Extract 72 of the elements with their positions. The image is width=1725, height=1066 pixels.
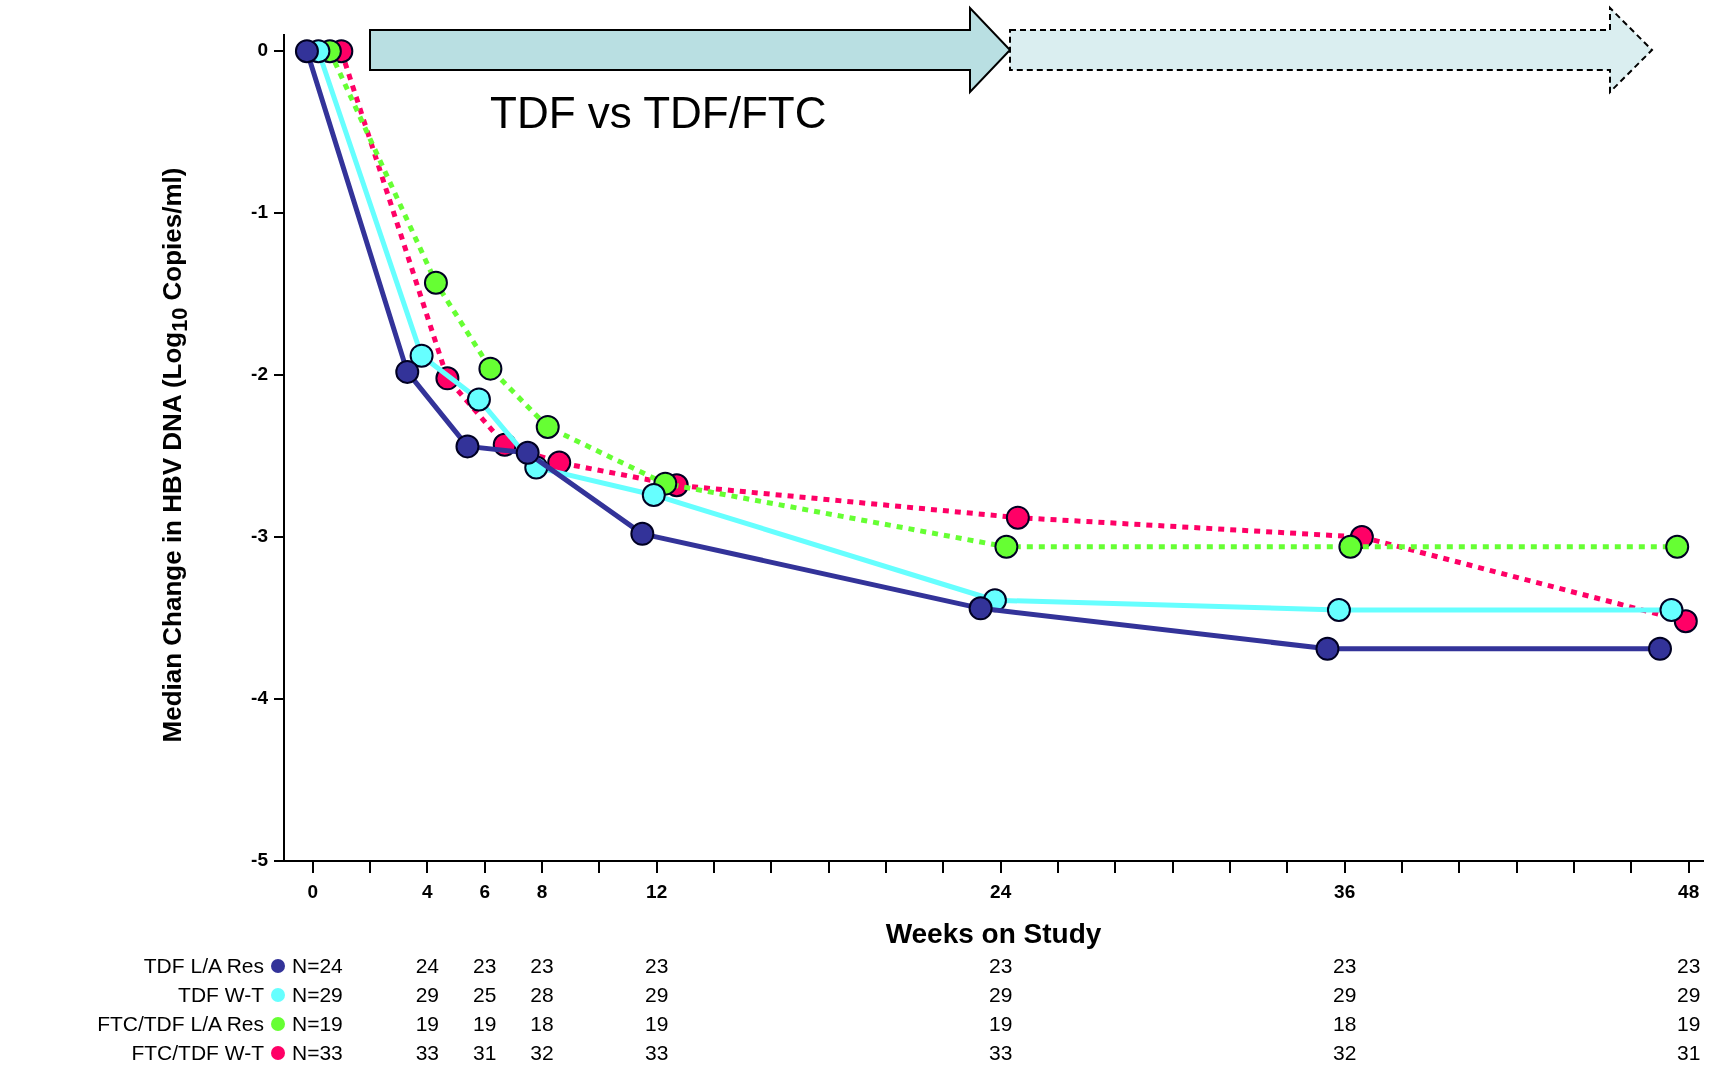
point bbox=[423, 270, 448, 295]
y-tick-label: -5 bbox=[251, 849, 269, 871]
text: 23 bbox=[1676, 954, 1701, 978]
point bbox=[409, 343, 434, 368]
text: 31 bbox=[472, 1041, 497, 1065]
text: 29 bbox=[1332, 983, 1357, 1007]
text: 19 bbox=[415, 1012, 440, 1036]
x-tick-label: 24 bbox=[990, 880, 1012, 902]
legend-label: TDF L/A Res bbox=[143, 954, 264, 978]
x-tick-label: 12 bbox=[646, 880, 668, 902]
point bbox=[515, 440, 540, 465]
text: 33 bbox=[988, 1041, 1013, 1065]
text: TDF vs TDF/FTC bbox=[490, 88, 827, 138]
text: 18 bbox=[530, 1012, 554, 1036]
point bbox=[294, 39, 319, 64]
point bbox=[630, 521, 655, 546]
point bbox=[1648, 636, 1672, 661]
y-tick-label: -3 bbox=[251, 525, 268, 547]
text: N=33 bbox=[292, 1041, 343, 1065]
y-tick-label: 0 bbox=[257, 39, 268, 61]
point bbox=[1338, 534, 1363, 559]
text: N=29 bbox=[292, 983, 343, 1007]
text: 19 bbox=[644, 1012, 669, 1036]
text: 18 bbox=[1332, 1012, 1357, 1036]
x-tick-label: 4 bbox=[422, 880, 434, 902]
point bbox=[1326, 597, 1351, 622]
text: 19 bbox=[1676, 1012, 1701, 1036]
text: 23 bbox=[530, 954, 554, 978]
text: 29 bbox=[644, 983, 669, 1007]
text: 32 bbox=[530, 1041, 554, 1065]
text: N=19 bbox=[292, 1012, 343, 1036]
text: 19 bbox=[472, 1012, 497, 1036]
text: 29 bbox=[988, 983, 1013, 1007]
y-tick-label: -2 bbox=[251, 363, 268, 385]
point bbox=[395, 359, 420, 384]
point bbox=[455, 434, 480, 459]
text: N=24 bbox=[292, 954, 343, 978]
text: 29 bbox=[1676, 983, 1701, 1007]
point bbox=[1005, 505, 1030, 530]
text: 24 bbox=[415, 954, 440, 978]
point bbox=[535, 414, 560, 439]
text: 31 bbox=[1676, 1041, 1701, 1065]
text: 28 bbox=[530, 983, 554, 1007]
text: 23 bbox=[1332, 954, 1357, 978]
point bbox=[994, 534, 1019, 559]
point bbox=[1659, 597, 1684, 622]
point bbox=[968, 596, 993, 621]
point bbox=[641, 482, 666, 507]
x-axis-title: Weeks on Study bbox=[885, 917, 1102, 949]
text: 23 bbox=[988, 954, 1013, 978]
point bbox=[1315, 636, 1340, 661]
x-tick-label: 36 bbox=[1334, 880, 1356, 902]
x-tick-label: 6 bbox=[479, 880, 490, 902]
y-tick-label: -1 bbox=[251, 201, 269, 223]
point bbox=[1665, 534, 1690, 559]
legend-label: FTC/TDF L/A Res bbox=[97, 1012, 264, 1036]
point bbox=[466, 387, 491, 412]
y-tick-label: -4 bbox=[251, 687, 269, 709]
text: 33 bbox=[644, 1041, 669, 1065]
legend-label: TDF W-T bbox=[178, 983, 264, 1007]
text: 19 bbox=[988, 1012, 1013, 1036]
text: 23 bbox=[644, 954, 669, 978]
text: 33 bbox=[415, 1041, 440, 1065]
text: 32 bbox=[1332, 1041, 1357, 1065]
x-tick-label: 8 bbox=[536, 880, 548, 902]
text: 25 bbox=[472, 983, 497, 1007]
x-tick-label: 48 bbox=[1678, 880, 1700, 902]
point bbox=[478, 356, 503, 381]
legend-label: FTC/TDF W-T bbox=[131, 1041, 264, 1065]
x-tick-label: 0 bbox=[307, 880, 318, 902]
text: 23 bbox=[472, 954, 497, 978]
text: 29 bbox=[415, 983, 440, 1007]
